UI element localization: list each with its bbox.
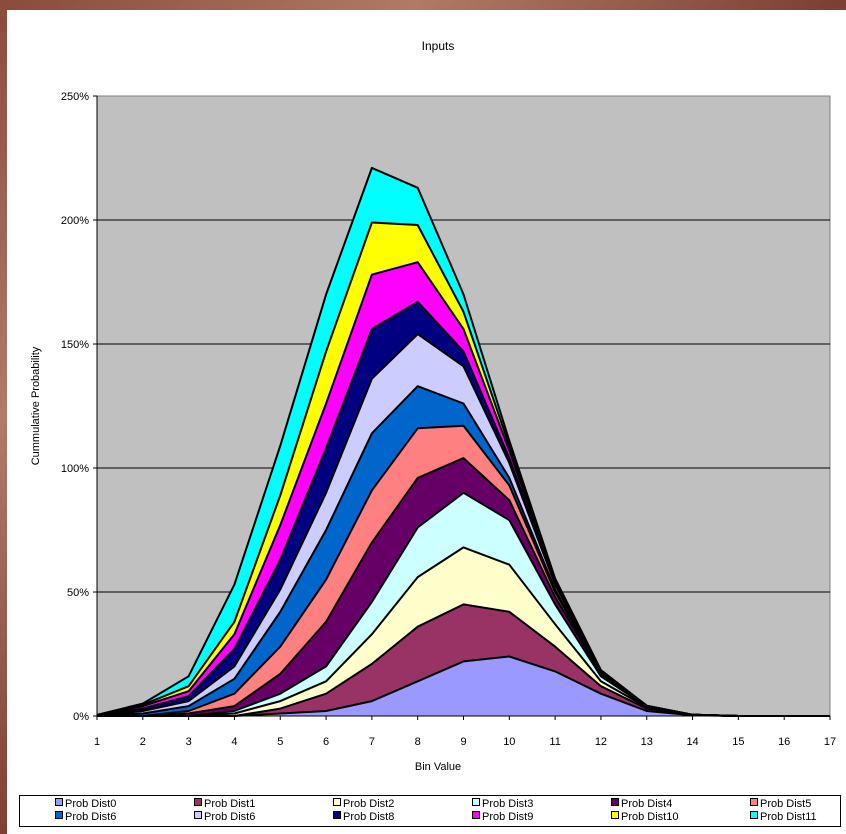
x-tick-label: 13 (641, 736, 653, 748)
legend-label: Prob Dist6 (65, 811, 117, 823)
x-tick-label: 9 (460, 736, 466, 748)
x-axis-ticks: 1 2 3 4 5 6 7 8 9 10 11 12 13 14 15 16 17 (94, 715, 836, 748)
x-tick-label: 1 (94, 736, 100, 748)
chart-frame: Inputs 0% 50% 100% 150% 200% 250% 1 2 3 4 5 6 7 8 9 10… (7, 10, 846, 834)
x-tick-label: 2 (140, 736, 146, 748)
y-tick-label: 200% (61, 215, 89, 227)
chart-title: Inputs (422, 39, 455, 53)
area-series-2 (97, 547, 830, 716)
x-tick-label: 14 (686, 736, 698, 748)
legend-swatch (750, 811, 758, 819)
legend-item: Prob Dist0 (55, 798, 116, 811)
y-axis-label: Cummulative Probability (30, 346, 42, 465)
legend-swatch (472, 811, 480, 819)
legend-label: Prob Dist10 (621, 811, 679, 823)
legend-swatch (611, 798, 619, 806)
x-tick-label: 15 (732, 736, 744, 748)
y-axis-ticks: 0% 50% 100% 150% 200% 250% (61, 91, 98, 723)
y-tick-label: 50% (67, 587, 89, 599)
x-tick-label: 11 (549, 736, 560, 748)
x-tick-label: 7 (369, 736, 375, 748)
y-tick-label: 250% (61, 91, 89, 103)
legend: Prob Dist0 Prob Dist1 Prob Dist2 Prob Dist3… (19, 795, 841, 827)
legend-swatch (750, 798, 758, 806)
legend-label: Prob Dist1 (204, 798, 256, 810)
legend-swatch (333, 811, 341, 819)
y-tick-label: 150% (61, 339, 89, 351)
legend-swatch (55, 811, 63, 819)
legend-swatch (472, 798, 480, 806)
legend-item: Prob Dist9 (472, 811, 533, 824)
legend-swatch (333, 798, 341, 806)
legend-label: Prob Dist0 (65, 798, 117, 810)
legend-label: Prob Dist5 (760, 798, 812, 810)
legend-label: Prob Dist8 (343, 811, 395, 823)
x-tick-label: 8 (415, 736, 421, 748)
plot-area (96, 95, 831, 717)
legend-label: Prob Dist3 (482, 798, 534, 810)
legend-item: Prob Dist11 (750, 811, 817, 824)
y-tick-label: 100% (61, 463, 89, 475)
legend-item: Prob Dist5 (750, 798, 811, 811)
x-tick-label: 6 (323, 736, 329, 748)
legend-item: Prob Dist2 (333, 798, 394, 811)
legend-label: Prob Dist9 (482, 811, 534, 823)
area-series-6 (97, 386, 830, 716)
series-line-11 (96, 166, 830, 717)
x-tick-label: 12 (595, 736, 607, 748)
x-axis-label: Bin Value (415, 761, 461, 773)
legend-label: Prob Dist2 (343, 798, 395, 810)
legend-label: Prob Dist11 (760, 811, 817, 823)
legend-swatch (611, 811, 619, 819)
area-series-0 (97, 656, 830, 716)
legend-swatch (55, 798, 63, 806)
legend-item: Prob Dist6 (55, 811, 116, 824)
stacked-areas (97, 167, 830, 716)
x-tick-label: 5 (277, 736, 283, 748)
legend-swatch (194, 811, 202, 819)
x-tick-label: 3 (186, 736, 192, 748)
legend-swatch (194, 798, 202, 806)
legend-item: Prob Dist1 (194, 798, 255, 811)
y-tick-label: 0% (73, 711, 89, 723)
x-tick-label: 4 (231, 736, 237, 748)
legend-item: Prob Dist4 (611, 798, 672, 811)
legend-item: Prob Dist3 (472, 798, 533, 811)
legend-label: Prob Dist4 (621, 798, 673, 810)
area-series-1 (97, 604, 830, 716)
legend-label: Prob Dist6 (204, 811, 256, 823)
chart-svg: Inputs 0%50%100%150%200%250% 1 2 3 4 5 6 7 8 9 10… (30, 39, 836, 773)
area-series-3 (97, 492, 830, 716)
area-series-10 (97, 222, 830, 716)
legend-item: Prob Dist6 (194, 811, 255, 824)
x-tick-label: 17 (824, 736, 836, 748)
x-tick-label: 10 (503, 736, 515, 748)
legend-item: Prob Dist8 (333, 811, 394, 824)
x-tick-label: 16 (778, 736, 790, 748)
legend-item: Prob Dist10 (611, 811, 678, 824)
